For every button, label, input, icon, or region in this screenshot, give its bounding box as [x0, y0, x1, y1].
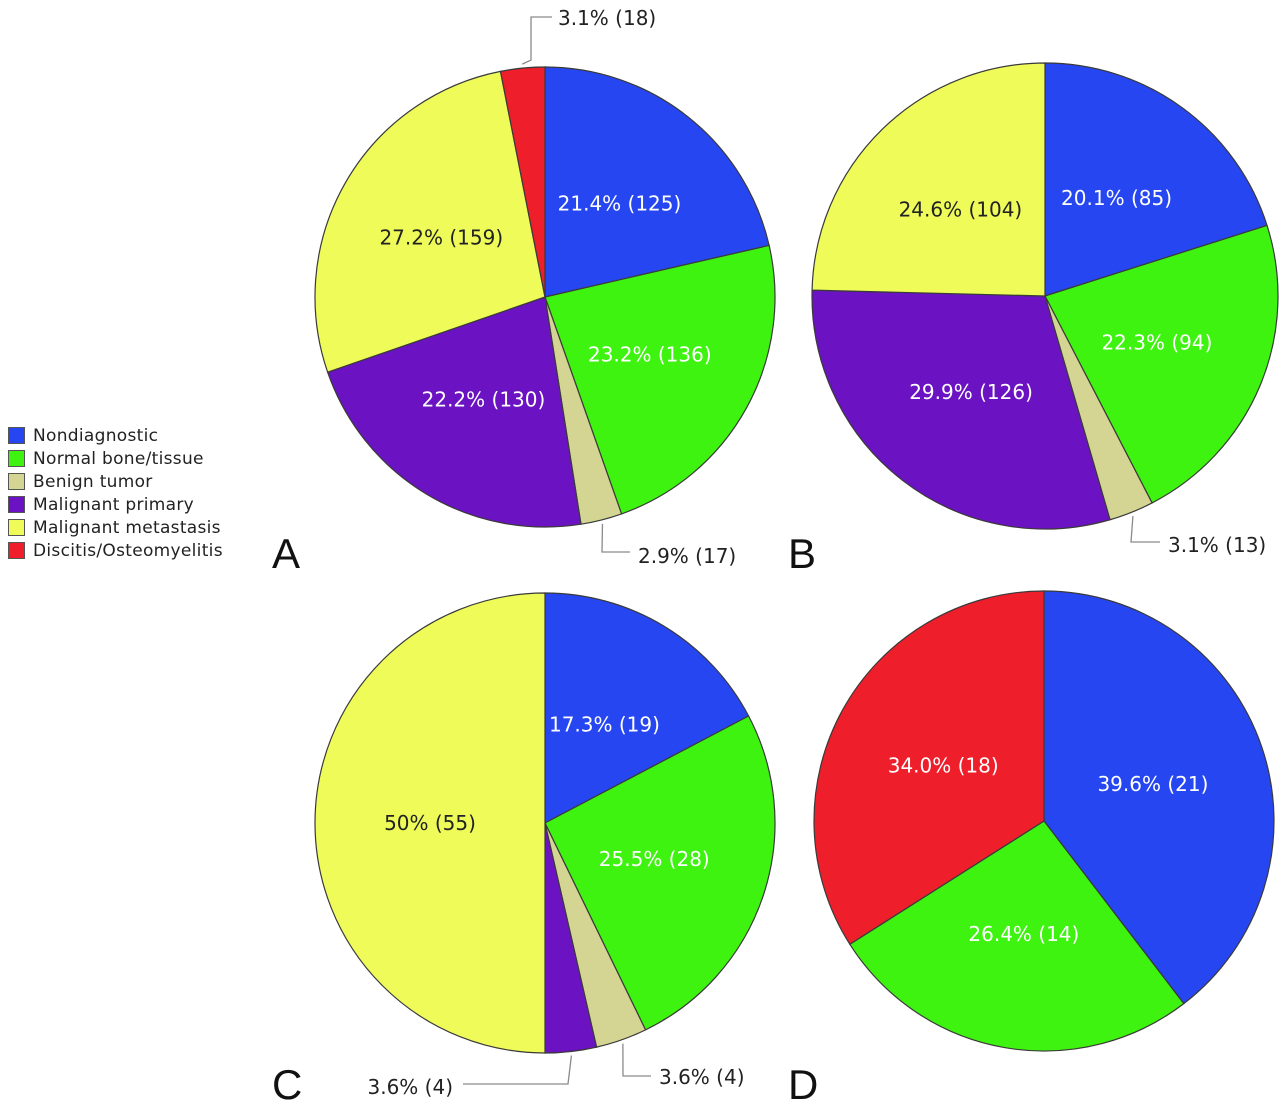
data-label-normal-bone-tissue: 22.3% (94) — [1101, 330, 1212, 354]
data-label-malignant-metastasis: 50% (55) — [384, 811, 476, 835]
legend-label: Benign tumor — [33, 471, 153, 492]
pie-slice-normal-bone-tissue — [1044, 224, 1279, 504]
legend-item-normal-bone-tissue: Normal bone/tissue — [8, 447, 223, 470]
data-label-nondiagnostic: 20.1% (85) — [1061, 186, 1172, 210]
legend-item-discitis-osteomyelitis: Discitis/Osteomyelitis — [8, 539, 223, 562]
pie-slice-malignant-primary — [326, 296, 582, 528]
data-label-malignant-primary: 22.2% (130) — [422, 388, 546, 412]
panel-label-a: A — [272, 530, 300, 577]
data-label-normal-bone-tissue: 23.2% (136) — [588, 343, 712, 367]
data-label-malignant-metastasis: 27.2% (159) — [379, 225, 503, 249]
legend-swatch — [8, 450, 25, 467]
legend-label: Normal bone/tissue — [33, 448, 204, 469]
legend-label: Malignant primary — [33, 494, 194, 515]
leader-line-benign-tumor — [1130, 516, 1160, 543]
pie-chart-d: 39.6% (21) 26.4% (14) 34.0% (18) — [813, 590, 1275, 1052]
legend-swatch — [8, 427, 25, 444]
data-label-benign-tumor: 3.1% (13) — [1168, 533, 1266, 557]
pie-slice-nondiagnostic — [1044, 62, 1268, 297]
legend-label: Nondiagnostic — [33, 425, 159, 446]
legend-swatch — [8, 496, 25, 513]
legend-swatch — [8, 473, 25, 490]
data-label-malignant-primary: 3.6% (4) — [368, 1075, 454, 1099]
panel-label-b: B — [788, 530, 816, 577]
legend-swatch — [8, 542, 25, 559]
leader-line-benign-tumor — [601, 523, 630, 553]
pie-slice-discitis-osteomyelitis — [499, 66, 546, 298]
legend-item-nondiagnostic: Nondiagnostic — [8, 424, 223, 447]
pie-slice-malignant-primary — [811, 289, 1111, 530]
pie-slice-discitis-osteomyelitis — [813, 590, 1045, 946]
legend-label: Malignant metastasis — [33, 517, 221, 538]
data-label-nondiagnostic: 39.6% (21) — [1097, 772, 1208, 796]
pie-chart-a: 21.4% (125) 23.2% (136) 2.9% (17) 22.2% (13… — [314, 6, 776, 568]
pie-slice-malignant-metastasis — [314, 592, 546, 1054]
leader-line-benign-tumor — [622, 1043, 651, 1077]
panel-label-c: C — [272, 1061, 302, 1106]
data-label-malignant-primary: 29.9% (126) — [909, 380, 1033, 404]
pie-slice-nondiagnostic — [1043, 590, 1275, 1005]
legend-swatch — [8, 519, 25, 536]
pie-chart-c: 17.3% (19) 25.5% (28) 3.6% (4) 3.6% (4) 50% … — [314, 592, 776, 1099]
leader-line-malignant-primary — [463, 1055, 573, 1085]
pie-slice-normal-bone-tissue — [544, 715, 776, 1031]
pie-slice-malignant-metastasis — [314, 70, 546, 373]
data-label-nondiagnostic: 21.4% (125) — [558, 191, 682, 215]
legend-label: Discitis/Osteomyelitis — [33, 540, 223, 561]
legend-item-malignant-primary: Malignant primary — [8, 493, 223, 516]
leader-line-discitis-osteomyelitis — [521, 16, 552, 65]
legend: Nondiagnostic Normal bone/tissue Benign … — [8, 424, 223, 562]
pie-slice-malignant-metastasis — [811, 62, 1046, 297]
data-label-discitis-osteomyelitis: 34.0% (18) — [888, 754, 999, 778]
legend-item-malignant-metastasis: Malignant metastasis — [8, 516, 223, 539]
pie-slice-nondiagnostic — [544, 66, 770, 298]
data-label-normal-bone-tissue: 25.5% (28) — [599, 847, 710, 871]
data-label-normal-bone-tissue: 26.4% (14) — [968, 922, 1079, 946]
data-label-benign-tumor: 3.6% (4) — [659, 1065, 745, 1089]
pie-chart-b: 20.1% (85) 22.3% (94) 3.1% (13) 29.9% (126)… — [811, 62, 1279, 557]
pie-slice-nondiagnostic — [544, 592, 750, 824]
pie-slice-normal-bone-tissue — [544, 244, 776, 515]
data-label-malignant-metastasis: 24.6% (104) — [899, 197, 1023, 221]
data-label-nondiagnostic: 17.3% (19) — [549, 713, 660, 737]
data-label-benign-tumor: 2.9% (17) — [638, 544, 736, 568]
legend-item-benign-tumor: Benign tumor — [8, 470, 223, 493]
pie-slice-normal-bone-tissue — [848, 820, 1185, 1052]
data-label-discitis-osteomyelitis: 3.1% (18) — [558, 6, 656, 30]
panel-label-d: D — [788, 1061, 818, 1106]
